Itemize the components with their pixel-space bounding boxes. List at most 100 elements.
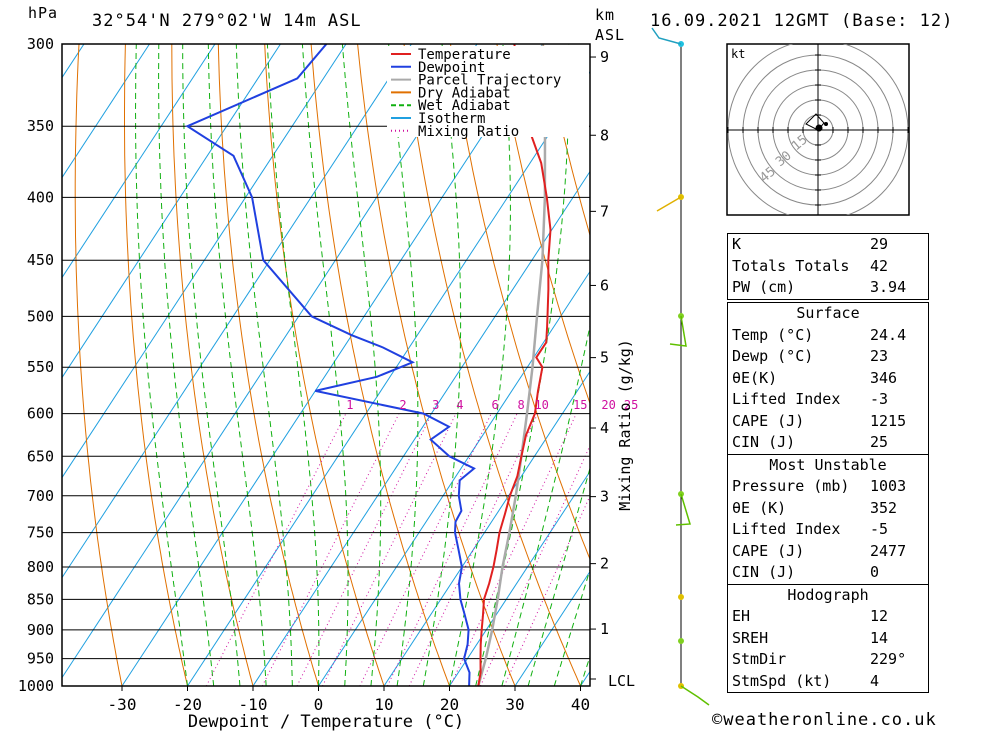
legend-entry: Dewpoint	[418, 60, 485, 76]
isotherm-line	[383, 370, 590, 686]
most-unstable-row: CAPE (J) 2477	[732, 541, 907, 560]
legend-entry: Dry Adiabat	[418, 85, 511, 101]
hodograph-trace	[805, 113, 825, 131]
isotherm-line	[62, 44, 216, 279]
hodograph-table-title: Hodograph	[787, 585, 869, 604]
mixing-ratio-line	[261, 413, 400, 686]
most-unstable-row: θE (K) 352	[732, 498, 898, 517]
wet-adiabat-line	[527, 466, 590, 686]
mixing-ratio-label: 25	[624, 398, 638, 412]
isotherm-line	[318, 270, 590, 686]
pressure-tick-label: 350	[27, 117, 54, 135]
pressure-tick-label: 600	[27, 405, 54, 423]
x-tick-label: 20	[440, 695, 459, 714]
isotherm-line	[121, 44, 543, 686]
pressure-tick-label: 450	[27, 251, 54, 269]
pressure-tick-label: 950	[27, 650, 54, 668]
pressure-tick-label: 750	[27, 524, 54, 542]
wind-barb	[675, 493, 691, 526]
pressure-tick-label: 500	[27, 307, 54, 325]
x-tick-label: 10	[374, 695, 393, 714]
surface-row: Dewp (°C) 23	[732, 347, 889, 365]
dry-adiabat-line	[124, 44, 188, 686]
mixing-ratio-label: 20	[601, 398, 615, 412]
km-tick-label: 8	[600, 126, 609, 144]
hodograph-row: StmDir 229°	[732, 650, 907, 668]
mixing-ratio-line	[449, 413, 577, 686]
surface-table: Surface Temp (°C) 24.4 Dewp (°C) 23 θE(K) 3…	[727, 302, 929, 693]
wet-adiabat-line	[475, 44, 570, 686]
isotherm-line	[449, 470, 590, 686]
asl-unit-label: ASL	[595, 26, 626, 44]
dewpoint-line	[185, 44, 476, 686]
storm-motion-marker	[824, 122, 828, 126]
isotherm-line	[514, 570, 590, 686]
legend-entry: Mixing Ratio	[418, 124, 519, 140]
km-tick-label: 9	[600, 48, 609, 66]
surface-row: Lifted Index -3	[732, 390, 889, 408]
index-row-k: K 29	[732, 235, 889, 253]
pressure-tick-label: 400	[27, 188, 54, 206]
mixing-ratio-label: 3	[432, 398, 439, 412]
legend-entry: Parcel Trajectory	[418, 73, 561, 89]
x-tick-label: 30	[505, 695, 524, 714]
wet-adiabat-line	[553, 567, 590, 686]
dry-adiabat-line	[542, 44, 590, 238]
km-tick-label: 4	[600, 419, 609, 437]
wet-adiabat-line	[266, 44, 320, 686]
x-tick-label: -30	[108, 695, 137, 714]
legend-entry: Wet Adiabat	[418, 98, 511, 114]
mixing-ratio-label: 4	[456, 398, 463, 412]
most-unstable-row: CIN (J) 0	[732, 563, 880, 581]
pressure-tick-label: 850	[27, 590, 54, 608]
surface-row: θE(K) 346	[732, 368, 898, 387]
pressure-tick-label: 1000	[18, 677, 54, 695]
table-divider	[728, 453, 928, 455]
pressure-tick-label: 900	[27, 621, 54, 639]
x-tick-label: -10	[239, 695, 268, 714]
hodograph-row: EH 12	[732, 607, 889, 625]
most-unstable-row: Pressure (mb) 1003	[732, 477, 907, 495]
hpa-unit-label: hPa	[28, 4, 59, 22]
parcel-trajectory-line	[477, 44, 547, 686]
dry-adiabat-line	[217, 44, 319, 686]
km-tick-label: 1	[600, 620, 609, 638]
temperature-line	[477, 44, 552, 686]
legend-entry: Temperature	[418, 47, 511, 63]
km-tick-label: 7	[600, 202, 609, 220]
pressure-tick-label: 300	[27, 35, 54, 53]
x-tick-label: 0	[314, 695, 324, 714]
most-unstable-title: Most Unstable	[769, 455, 887, 474]
isotherm-line	[62, 44, 150, 179]
x-tick-label: -20	[173, 695, 202, 714]
mixing-ratio-line	[205, 413, 347, 686]
mixing-ratio-label: 10	[534, 398, 548, 412]
dry-adiabat-line	[171, 44, 254, 686]
credit-link[interactable]: ©weatheronline.co.uk	[712, 710, 937, 730]
surface-row: Temp (°C) 24.4	[732, 325, 907, 344]
right-axis-title: Mixing Ratio (g/kg)	[616, 339, 634, 511]
pressure-tick-label: 700	[27, 487, 54, 505]
wind-barb	[656, 196, 682, 212]
wind-barb	[651, 27, 682, 45]
dry-adiabat-line	[496, 44, 590, 405]
km-tick-label: 3	[600, 488, 609, 506]
isotherm-line	[252, 170, 590, 686]
mixing-ratio-line	[322, 413, 457, 686]
wet-adiabat-line	[235, 44, 293, 686]
wind-barb	[680, 685, 710, 706]
most-unstable-row: Lifted Index -5	[732, 520, 889, 538]
wet-adiabat-line	[134, 44, 188, 686]
hodograph-row: StmSpd (kt) 4	[732, 671, 880, 690]
mixing-ratio-label: 2	[399, 398, 406, 412]
pressure-tick-label: 650	[27, 447, 54, 465]
km-tick-label: 2	[600, 555, 609, 573]
mixing-ratio-label: 8	[517, 398, 524, 412]
pressure-tick-label: 550	[27, 358, 54, 376]
hodograph-unit-label: kt	[731, 47, 745, 61]
isotherm-line	[0, 44, 19, 686]
x-tick-label: 40	[571, 695, 590, 714]
